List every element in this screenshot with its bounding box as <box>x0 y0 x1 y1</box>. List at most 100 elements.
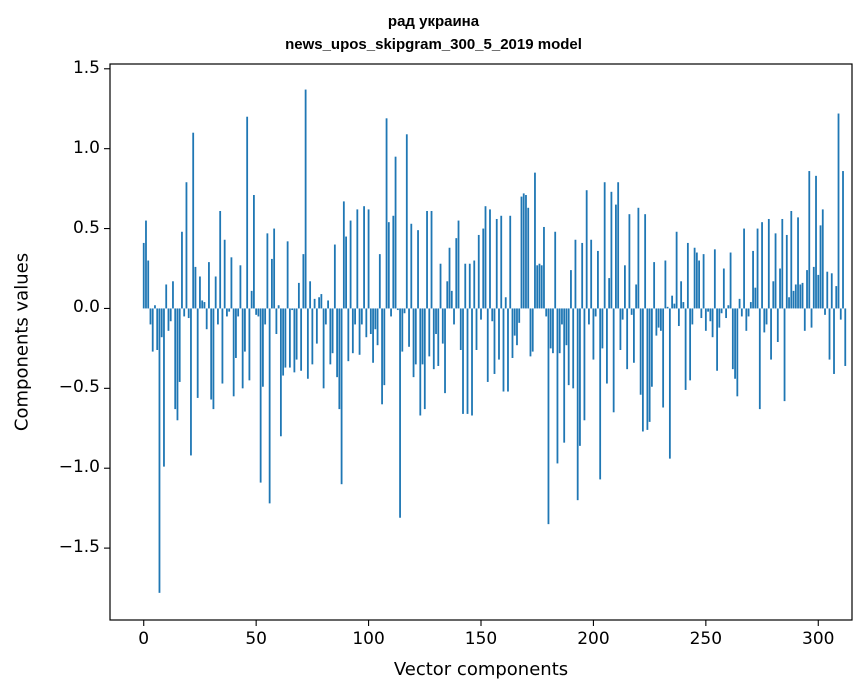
bar-84 <box>331 308 334 354</box>
bar-129 <box>432 308 435 370</box>
bar-109 <box>387 222 390 309</box>
bar-107 <box>383 308 386 386</box>
bar-2 <box>147 260 150 309</box>
bar-102 <box>372 308 374 363</box>
bar-177 <box>540 265 543 309</box>
bar-225 <box>648 308 651 422</box>
bar-91 <box>347 308 350 362</box>
bar-33 <box>217 308 219 325</box>
bar-110 <box>390 308 392 317</box>
x-axis-label: Vector components <box>393 659 569 680</box>
bar-72 <box>304 89 307 309</box>
bar-104 <box>376 308 379 346</box>
bar-253 <box>711 308 714 338</box>
bar-258 <box>722 268 725 309</box>
bar-172 <box>529 308 532 357</box>
bar-155 <box>491 308 494 322</box>
bar-220 <box>637 207 640 309</box>
bar-163 <box>509 215 512 309</box>
bar-214 <box>624 265 626 309</box>
bar-150 <box>480 308 482 320</box>
bar-106 <box>381 308 383 405</box>
bar-189 <box>567 308 570 386</box>
bar-44 <box>241 308 244 389</box>
bar-197 <box>585 190 588 309</box>
bar-166 <box>516 308 518 346</box>
bar-131 <box>437 308 440 366</box>
bar-75 <box>311 308 314 365</box>
bar-138 <box>453 308 455 325</box>
bar-8 <box>160 308 163 338</box>
bar-22 <box>192 132 195 309</box>
bar-160 <box>502 308 505 392</box>
bar-87 <box>338 308 341 410</box>
bar-273 <box>756 228 759 309</box>
bar-227 <box>653 262 656 309</box>
bar-3 <box>149 308 152 325</box>
bar-90 <box>345 236 347 309</box>
bar-284 <box>781 218 784 309</box>
bar-27 <box>203 302 206 309</box>
bar-248 <box>700 308 703 319</box>
bar-183 <box>554 231 557 309</box>
bar-254 <box>713 249 716 309</box>
bar-116 <box>403 308 406 314</box>
bar-249 <box>702 254 705 309</box>
bar-282 <box>776 308 779 342</box>
bar-247 <box>698 260 700 309</box>
bar-78 <box>318 297 321 309</box>
bar-132 <box>439 263 442 309</box>
bar-201 <box>594 308 597 317</box>
bar-208 <box>610 191 613 309</box>
bar-92 <box>349 220 352 309</box>
bar-123 <box>419 308 422 416</box>
bar-40 <box>232 308 235 397</box>
bar-118 <box>408 308 410 347</box>
y-axis-label: Components values <box>11 252 33 432</box>
bar-229 <box>657 308 660 328</box>
bar-194 <box>579 308 581 446</box>
bar-88 <box>340 308 343 485</box>
bar-79 <box>320 294 323 309</box>
bar-112 <box>394 156 397 309</box>
bar-15 <box>176 308 179 421</box>
bar-34 <box>219 210 222 309</box>
bar-300 <box>817 274 820 309</box>
bar-308 <box>835 286 838 309</box>
bar-43 <box>239 265 242 309</box>
bar-127 <box>428 308 431 357</box>
bar-199 <box>590 239 593 309</box>
bar-184 <box>556 308 559 464</box>
bar-83 <box>329 308 332 365</box>
x-tick-label: 50 <box>245 629 267 649</box>
bar-192 <box>574 239 577 309</box>
bar-159 <box>500 215 503 309</box>
bar-278 <box>767 218 770 309</box>
bar-62 <box>282 308 285 376</box>
bar-86 <box>336 308 338 378</box>
bar-55 <box>266 233 269 309</box>
bar-221 <box>639 308 642 395</box>
bar-142 <box>462 308 464 414</box>
bar-95 <box>356 209 359 309</box>
bar-11 <box>167 308 170 331</box>
bar-312 <box>844 308 847 366</box>
x-tick-label: 200 <box>577 629 610 649</box>
x-tick-label: 150 <box>464 629 498 649</box>
bar-309 <box>837 113 840 309</box>
bar-148 <box>475 308 478 350</box>
bar-25 <box>199 276 201 309</box>
bar-246 <box>695 252 698 309</box>
bar-13 <box>172 281 174 309</box>
bar-286 <box>785 234 788 309</box>
bar-143 <box>464 263 467 309</box>
bar-93 <box>351 308 354 354</box>
bar-226 <box>650 308 653 387</box>
y-tick-label: 1.0 <box>72 137 100 158</box>
bar-266 <box>740 308 743 317</box>
bar-299 <box>815 175 817 309</box>
bar-67 <box>293 308 296 373</box>
bar-232 <box>664 260 667 309</box>
bar-135 <box>446 281 449 309</box>
bar-236 <box>673 303 676 309</box>
